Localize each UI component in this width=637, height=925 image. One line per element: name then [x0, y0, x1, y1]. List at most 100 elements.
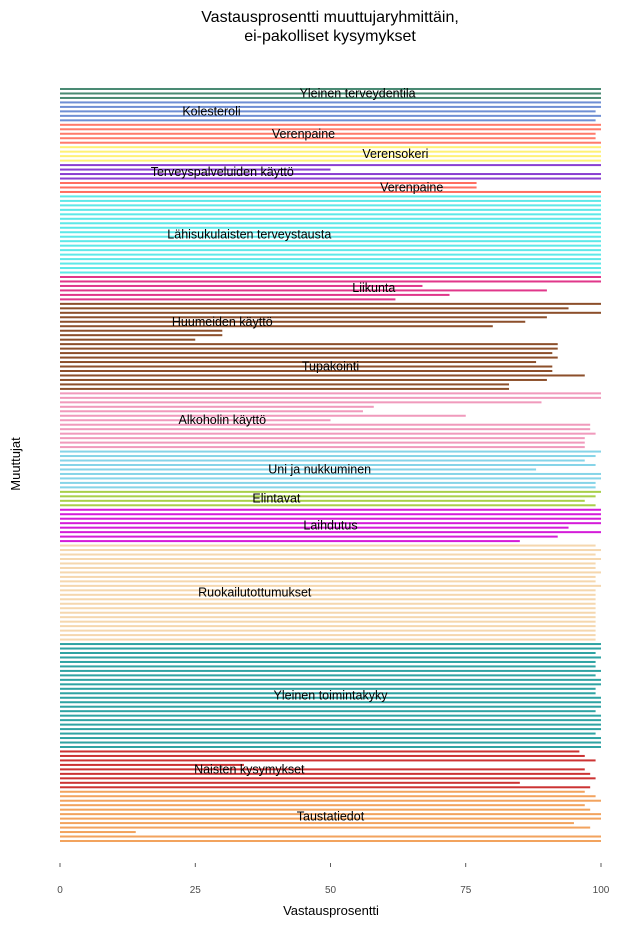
bar [60, 781, 520, 784]
bar [60, 692, 596, 695]
bar [60, 477, 601, 480]
group-label: Lähisukulaisten terveystausta [167, 228, 331, 242]
bar [60, 575, 596, 578]
group-label: Uni ja nukkuminen [268, 463, 371, 477]
bar [60, 732, 596, 735]
bar [60, 92, 601, 95]
bar [60, 387, 510, 390]
bar [60, 253, 601, 256]
bar [60, 226, 601, 229]
group-label: Taustatiedot [297, 809, 365, 823]
x-tick-label: 75 [460, 885, 472, 896]
bar [60, 602, 596, 605]
bar [60, 446, 585, 449]
bar [60, 383, 510, 386]
bar [60, 392, 601, 395]
bar [60, 759, 596, 762]
bar [60, 208, 601, 211]
bar [60, 105, 601, 108]
bar [60, 571, 601, 574]
bar [60, 414, 466, 417]
group-label: Alkoholin käyttö [179, 413, 267, 427]
bar [60, 168, 331, 171]
bar [60, 495, 596, 498]
bar [60, 835, 601, 838]
bar [60, 580, 596, 583]
bar [60, 271, 601, 274]
bar [60, 799, 601, 802]
bar [60, 745, 601, 748]
bar [60, 423, 591, 426]
bar [60, 719, 601, 722]
bar [60, 307, 569, 310]
bar [60, 562, 596, 565]
bar [60, 159, 601, 162]
bar [60, 839, 601, 842]
bar [60, 437, 585, 440]
bar [60, 316, 547, 319]
bar [60, 155, 601, 158]
bar [60, 656, 601, 659]
bar [60, 455, 596, 458]
bar [60, 826, 591, 829]
bar [60, 378, 547, 381]
bar [60, 813, 601, 816]
bar [60, 804, 585, 807]
bar [60, 325, 493, 328]
group-label: Verenpaine [272, 127, 335, 141]
bar [60, 490, 601, 493]
bar [60, 593, 596, 596]
bar [60, 361, 537, 364]
bar [60, 508, 601, 511]
bar [60, 177, 601, 180]
group-label: Laihdutus [303, 518, 357, 532]
bar [60, 634, 596, 637]
y-axis-label: Muuttujat [8, 437, 23, 491]
bar [60, 822, 574, 825]
bar [60, 535, 558, 538]
x-axis: 0 25 50 75 100 [57, 863, 610, 896]
group-label: Tupakointi [302, 360, 359, 374]
bar [60, 110, 596, 113]
bar [60, 240, 601, 243]
bar [60, 343, 558, 346]
bar [60, 741, 601, 744]
bar [60, 101, 601, 104]
x-tick-label: 100 [593, 885, 610, 896]
bar [60, 96, 601, 99]
bar [60, 513, 601, 516]
group-label: Yleinen terveydentila [300, 87, 416, 101]
bar [60, 132, 596, 135]
bar [60, 808, 591, 811]
bar [60, 352, 553, 355]
bar [60, 365, 553, 368]
bar [60, 369, 553, 372]
group-label: Liikunta [352, 281, 395, 295]
group-label: Ruokailutottumukset [198, 586, 312, 600]
bar [60, 763, 244, 766]
bar [60, 302, 601, 305]
bar [60, 710, 596, 713]
bar [60, 244, 601, 247]
bar [60, 428, 591, 431]
bar [60, 522, 601, 525]
bar [60, 401, 542, 404]
bar [60, 660, 596, 663]
group-label: Verenpaine [380, 181, 443, 195]
bar [60, 114, 601, 117]
group-label: Yleinen toimintakyky [274, 689, 389, 703]
bar [60, 441, 585, 444]
bar [60, 696, 601, 699]
bar [60, 790, 585, 793]
bar [60, 173, 601, 176]
bar [60, 616, 596, 619]
bar [60, 674, 596, 677]
bar [60, 405, 374, 408]
bar [60, 329, 223, 332]
bar [60, 553, 596, 556]
bar [60, 235, 601, 238]
bar [60, 472, 601, 475]
bars-layer [60, 87, 601, 842]
bar [60, 786, 591, 789]
